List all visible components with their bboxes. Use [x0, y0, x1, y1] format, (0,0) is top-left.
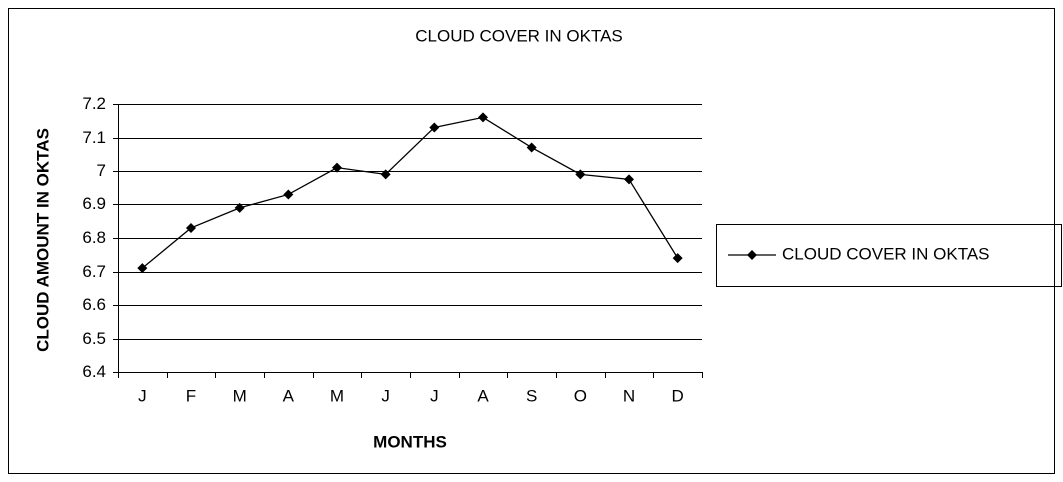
point-marker — [624, 174, 634, 185]
point-marker — [186, 222, 196, 233]
y-tick-label: 7 — [97, 161, 106, 180]
x-tick-label: F — [186, 386, 196, 405]
point-marker — [283, 189, 294, 200]
y-tick-label: 6.7 — [82, 262, 106, 281]
chart-border — [8, 8, 1055, 474]
point-marker — [672, 253, 683, 264]
point-marker — [478, 112, 488, 123]
x-tick-label: M — [330, 386, 344, 405]
x-axis-label: MONTHS — [373, 432, 447, 451]
chart-title: CLOUD COVER IN OKTAS — [415, 26, 623, 45]
point-marker — [137, 263, 148, 274]
x-tick-label: J — [430, 386, 439, 405]
point-marker — [332, 162, 342, 173]
x-tick-label: N — [623, 386, 635, 405]
y-tick-label: 6.6 — [82, 295, 106, 314]
y-axis-label: CLOUD AMOUNT IN OKTAS — [33, 128, 52, 352]
point-marker — [234, 202, 245, 213]
y-tick-label: 7.1 — [82, 128, 106, 147]
y-tick-label: 6.5 — [82, 329, 106, 348]
x-tick-label: A — [283, 386, 295, 405]
point-marker — [380, 169, 391, 180]
y-tick-label: 6.4 — [82, 362, 106, 381]
legend-label: CLOUD COVER IN OKTAS — [782, 244, 990, 263]
legend-box — [716, 224, 1062, 287]
point-marker — [429, 122, 440, 133]
x-tick-label: D — [672, 386, 684, 405]
series-line — [141, 116, 679, 269]
x-tick-label: J — [138, 386, 147, 405]
x-tick-label: A — [477, 386, 489, 405]
y-tick-label: 6.8 — [82, 228, 106, 247]
point-marker — [575, 169, 586, 180]
x-tick-label: M — [233, 386, 247, 405]
legend-marker — [747, 250, 757, 260]
y-tick-label: 7.2 — [82, 94, 106, 113]
x-tick-label: J — [381, 386, 390, 405]
y-tick-label: 6.9 — [82, 194, 106, 213]
point-marker — [526, 142, 537, 153]
x-tick-label: S — [526, 386, 537, 405]
x-tick-label: O — [574, 386, 587, 405]
